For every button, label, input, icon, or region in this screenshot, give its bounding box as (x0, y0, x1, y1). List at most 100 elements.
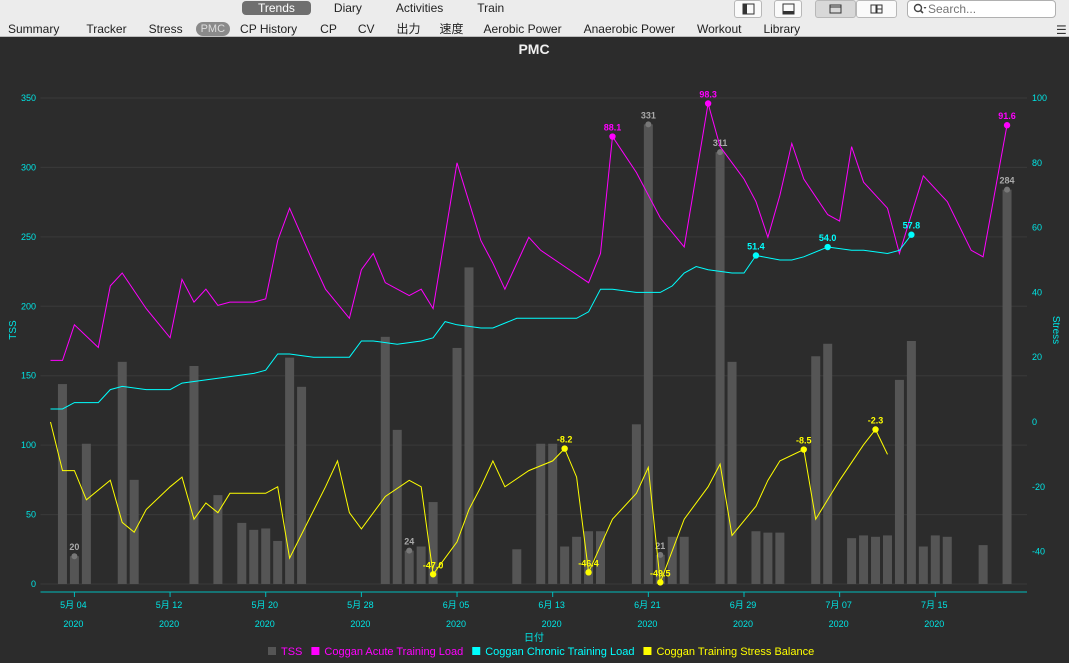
tss-bar-marker (717, 149, 724, 156)
series-point-marker (609, 133, 616, 140)
x-tick-label: 5月 20 (251, 600, 278, 610)
series-point-marker (800, 446, 807, 453)
right-tick-label: -40 (1032, 547, 1045, 557)
tab-diary[interactable]: Diary (333, 1, 362, 15)
subtab-aerobic-power[interactable]: Aerobic Power (483, 22, 562, 36)
tss-bar (643, 124, 653, 584)
right-tick-label: 40 (1032, 287, 1042, 297)
subtab-cp-history[interactable]: CP History (240, 22, 298, 36)
series-line (50, 234, 912, 410)
x-tick-label: 6月 05 (443, 600, 470, 610)
tss-bar (859, 535, 869, 584)
x-tick-year: 2020 (446, 619, 466, 629)
tss-bar (380, 336, 390, 584)
tss-bar-marker (1004, 186, 1011, 193)
tss-bars: 20 24 331 21 311 284 (57, 110, 1015, 584)
tab-activities[interactable]: Activities (395, 1, 444, 15)
tss-bar (871, 536, 881, 584)
right-tick-label: 20 (1032, 352, 1042, 362)
subtab-cv[interactable]: CV (357, 22, 375, 36)
series-point-label: -49.5 (650, 568, 671, 578)
top-tabs: Trends Diary Activities Train (242, 1, 521, 15)
tiled-view-icon (870, 4, 883, 14)
series-point-marker (585, 569, 592, 576)
tss-bar (213, 495, 223, 584)
series-point-marker (1003, 122, 1011, 129)
tiled-view-button[interactable] (856, 0, 897, 18)
right-tick-label: 100 (1032, 93, 1047, 103)
chart-title: PMC (518, 41, 549, 57)
menu-icon[interactable]: ☰ (1056, 23, 1067, 37)
tss-bar (117, 361, 127, 584)
left-tick-label: 250 (21, 232, 36, 242)
subtab-workout[interactable]: Workout (696, 22, 742, 36)
tss-bar-label: 20 (69, 542, 79, 552)
tss-bar (237, 522, 247, 584)
legend-label: Coggan Acute Training Load (324, 646, 463, 658)
tss-bar (811, 356, 821, 584)
subtab-cp[interactable]: CP (320, 22, 337, 36)
subtab-power[interactable]: 出力 (396, 22, 421, 36)
x-tick-year: 2020 (924, 619, 944, 629)
tss-bar (273, 540, 283, 584)
toolbar: Trends Diary Activities Train Summary Tr… (0, 0, 1069, 37)
tss-bar (428, 502, 438, 584)
series-line (50, 421, 888, 583)
subtab-pmc[interactable]: PMC (195, 22, 231, 36)
subtab-speed[interactable]: 速度 (439, 22, 464, 36)
tss-bar (1002, 189, 1012, 584)
series-point-marker (429, 571, 437, 578)
subtab-library[interactable]: Library (763, 22, 801, 36)
series-point-marker (657, 579, 664, 586)
subtab-stress[interactable]: Stress (148, 22, 183, 36)
legend-swatch (311, 647, 320, 655)
series-point-label: 51.4 (747, 241, 765, 251)
legend-label: Coggan Chronic Training Load (485, 646, 634, 658)
tss-bar-marker (406, 547, 413, 554)
tss-bar-marker (645, 121, 652, 128)
series-point-label: 88.1 (604, 123, 622, 133)
left-tick-label: 0 (31, 579, 36, 589)
subtab-anaerobic-power[interactable]: Anaerobic Power (583, 22, 675, 36)
bottom-panel-button[interactable] (774, 0, 802, 18)
tss-bar (297, 386, 307, 584)
tab-trends[interactable]: Trends (242, 1, 311, 15)
legend-label: TSS (281, 646, 302, 658)
series-point-label: -46.4 (578, 558, 599, 568)
chart-legend: TSS Coggan Acute Training Load Coggan Chro… (268, 646, 814, 658)
tss-bar (918, 546, 928, 584)
search-box[interactable] (907, 0, 1056, 18)
tss-bar (57, 384, 67, 584)
subtab-summary[interactable]: Summary (8, 22, 60, 36)
x-tick-year: 2020 (350, 619, 370, 629)
legend-swatch (643, 647, 652, 655)
series-lines: 88.1 98.3 91.6 51.4 54.0 57.8 -8.2 -47.0 -46.4 -4… (50, 90, 1016, 586)
left-tick-label: 350 (21, 93, 36, 103)
tss-bar-marker (657, 551, 664, 558)
subtab-tracker[interactable]: Tracker (86, 22, 127, 36)
x-tick-year: 2020 (255, 619, 275, 629)
tab-train[interactable]: Train (477, 1, 505, 15)
tss-bar-label: 24 (404, 537, 414, 547)
search-input[interactable] (928, 2, 1038, 16)
x-tick-label: 5月 04 (60, 600, 87, 610)
tss-bar (392, 429, 402, 584)
single-view-icon (829, 4, 842, 14)
x-tick-label: 6月 13 (538, 600, 565, 610)
tss-bar (715, 152, 725, 584)
tss-bar (572, 536, 582, 584)
single-view-button[interactable] (815, 0, 856, 18)
x-tick-year: 2020 (159, 619, 179, 629)
chart-tabs: Summary Tracker Stress PMC CP History CP… (8, 22, 800, 36)
sidebar-toggle-button[interactable] (734, 0, 762, 18)
chart-grid (40, 97, 1027, 585)
series-point-marker (872, 426, 879, 433)
left-tick-label: 150 (21, 371, 36, 381)
right-tick-label: 0 (1032, 417, 1037, 427)
tss-bar (464, 267, 474, 584)
tss-bar (894, 379, 904, 584)
left-tick-label: 100 (21, 440, 36, 450)
series-point-label: 98.3 (699, 90, 717, 100)
tss-bar (823, 343, 833, 584)
tss-bar (285, 357, 295, 584)
